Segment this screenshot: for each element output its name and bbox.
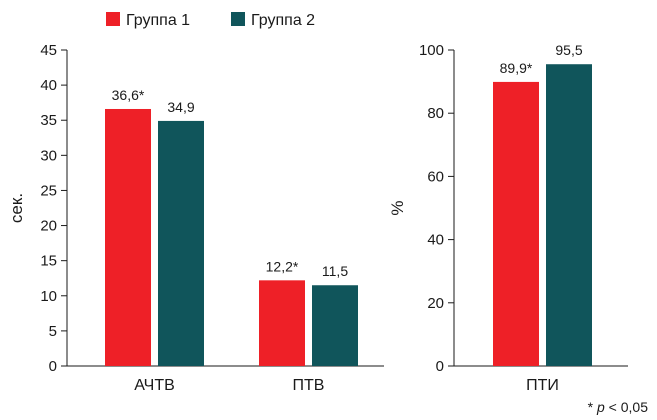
data-label-ПТВ-series-1: 12,2* bbox=[266, 258, 299, 274]
y-tick-label-2: 10 bbox=[40, 288, 57, 305]
left-chart: 0 5 10 15 20 25 30 35 40 45 сек. 36,6* 34,9 АЧТВ 12,2*… bbox=[7, 42, 384, 394]
bar-ПТИ-series-1 bbox=[493, 81, 539, 366]
x-category-label-ПТИ: ПТИ bbox=[526, 377, 559, 394]
legend-label-2: Группа 2 bbox=[251, 12, 315, 29]
y-axis-title: сек. bbox=[7, 193, 26, 223]
y-tick-label-8: 40 bbox=[40, 77, 57, 94]
x-category-label-ПТВ: ПТВ bbox=[293, 377, 325, 394]
y-tick-label-1: 5 bbox=[49, 323, 57, 340]
bar-ПТИ-series-2 bbox=[546, 64, 592, 366]
footnote: * p < 0,05 bbox=[588, 399, 649, 415]
y-tick-label-3: 60 bbox=[427, 168, 444, 185]
y-tick-label-3: 15 bbox=[40, 253, 57, 270]
footnote-p: p bbox=[596, 399, 605, 415]
y-tick-label-5: 25 bbox=[40, 182, 57, 199]
bar-ПТВ-series-2 bbox=[312, 285, 358, 366]
data-label-АЧТВ-series-2: 34,9 bbox=[167, 99, 194, 115]
y-tick-label-5: 100 bbox=[419, 42, 444, 59]
data-label-АЧТВ-series-1: 36,6* bbox=[112, 87, 145, 103]
x-category-label-АЧТВ: АЧТВ bbox=[134, 377, 175, 394]
y-tick-label-4: 80 bbox=[427, 105, 444, 122]
right-chart: 0 20 40 60 80 100% 89,9* 95,5 ПТИ bbox=[388, 42, 628, 394]
y-tick-label-0: 0 bbox=[436, 358, 444, 375]
y-tick-label-9: 45 bbox=[40, 42, 57, 59]
legend-swatch-2 bbox=[231, 12, 245, 26]
footnote-rest: < 0,05 bbox=[605, 399, 648, 415]
y-axis-title: % bbox=[388, 200, 407, 215]
bar-АЧТВ-series-2 bbox=[158, 120, 204, 367]
legend-label-1: Группа 1 bbox=[126, 12, 190, 29]
y-tick-label-2: 40 bbox=[427, 232, 444, 249]
y-tick-label-4: 20 bbox=[40, 218, 57, 235]
bar-ПТВ-series-1 bbox=[259, 280, 305, 366]
y-tick-label-1: 20 bbox=[427, 295, 444, 312]
data-label-ПТИ-series-1: 89,9* bbox=[500, 60, 533, 76]
y-tick-label-0: 0 bbox=[49, 358, 57, 375]
bar-АЧТВ-series-1 bbox=[105, 108, 151, 366]
data-label-ПТВ-series-2: 11,5 bbox=[322, 263, 348, 279]
legend-swatch-1 bbox=[106, 12, 120, 26]
y-tick-label-6: 30 bbox=[40, 147, 57, 164]
data-label-ПТИ-series-2: 95,5 bbox=[555, 42, 582, 58]
y-tick-label-7: 35 bbox=[40, 112, 57, 129]
legend: Группа 1 Группа 2 bbox=[106, 12, 315, 29]
footnote-star: * bbox=[588, 399, 597, 415]
